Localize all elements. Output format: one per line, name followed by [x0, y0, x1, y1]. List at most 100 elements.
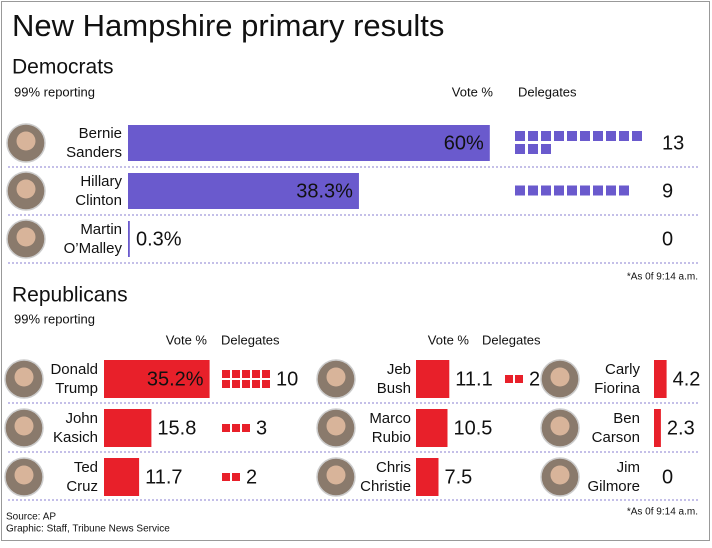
- candidate-first-name: Donald: [50, 361, 98, 378]
- delegate-square: [232, 424, 240, 432]
- delegate-square: [541, 131, 551, 141]
- delegate-square: [528, 144, 538, 154]
- column-header: Delegates: [482, 332, 541, 347]
- delegate-squares: [515, 131, 642, 154]
- vote-label: 60%: [444, 132, 484, 154]
- delegate-square: [222, 473, 230, 481]
- credit: Graphic: Staff, Tribune News Service: [6, 524, 170, 535]
- photo-face: [326, 465, 346, 485]
- source: Source: AP: [6, 512, 56, 523]
- delegate-square: [541, 185, 551, 196]
- vote-bar: [654, 409, 661, 447]
- column-header: Delegates: [518, 84, 577, 99]
- delegate-square: [232, 380, 240, 388]
- candidate-first-name: Marco: [369, 410, 411, 427]
- delegate-squares: [222, 424, 250, 432]
- delegate-square: [541, 144, 551, 154]
- photo-face: [550, 416, 570, 436]
- vote-label: 10.5: [454, 417, 493, 439]
- vote-label: 0.3%: [136, 228, 182, 250]
- delegate-count: 13: [662, 132, 684, 154]
- column-header: Vote %: [428, 332, 470, 347]
- delegate-square: [515, 131, 525, 141]
- candidate-first-name: Hillary: [80, 173, 122, 190]
- delegate-square: [528, 185, 538, 196]
- vote-label: 38.3%: [296, 180, 353, 202]
- candidate-last-name: Fiorina: [594, 380, 641, 397]
- vote-label: 7.5: [445, 466, 473, 488]
- candidate-first-name: Bernie: [79, 125, 122, 142]
- delegate-square: [619, 185, 629, 196]
- delegate-square: [632, 131, 642, 141]
- delegate-square: [252, 370, 260, 378]
- column-header: Delegates: [221, 332, 280, 347]
- delegate-square: [232, 473, 240, 481]
- delegate-square: [222, 370, 230, 378]
- candidate-last-name: Rubio: [372, 429, 411, 446]
- delegate-square: [619, 131, 629, 141]
- photo-face: [16, 227, 36, 247]
- vote-bar: [104, 409, 152, 447]
- vote-label: 11.1: [455, 368, 492, 390]
- delegate-squares: [505, 375, 523, 383]
- vote-bar: [416, 409, 448, 447]
- candidate-first-name: Ted: [74, 459, 98, 476]
- delegate-square: [593, 131, 603, 141]
- vote-label: 4.2: [673, 368, 701, 390]
- candidate-last-name: O’Malley: [64, 240, 123, 257]
- reporting: 99% reporting: [14, 84, 95, 99]
- delegate-square: [222, 424, 230, 432]
- delegate-squares: [515, 185, 629, 196]
- vote-label: 11.7: [145, 466, 182, 488]
- candidate-first-name: John: [65, 410, 98, 427]
- photo-face: [326, 416, 346, 436]
- photo-face: [14, 367, 34, 387]
- photo-face: [326, 367, 346, 387]
- vote-label: 2.3: [667, 417, 695, 439]
- candidate-last-name: Gilmore: [587, 478, 640, 495]
- candidate-last-name: Sanders: [66, 144, 122, 161]
- vote-label: 15.8: [157, 417, 196, 439]
- candidate-first-name: Carly: [605, 361, 641, 378]
- section-heading: Democrats: [12, 56, 114, 79]
- vote-bar: [128, 221, 130, 257]
- delegate-square: [554, 131, 564, 141]
- delegate-square: [528, 131, 538, 141]
- delegate-square: [606, 185, 616, 196]
- photo-face: [16, 179, 36, 199]
- photo-face: [14, 465, 34, 485]
- vote-bar: [654, 360, 667, 398]
- candidate-first-name: Jim: [617, 459, 640, 476]
- vote-bar: [104, 458, 140, 496]
- candidate-last-name: Kasich: [53, 429, 98, 446]
- candidate-last-name: Christie: [360, 478, 411, 495]
- delegate-square: [252, 380, 260, 388]
- delegate-square: [580, 185, 590, 196]
- photo-face: [550, 367, 570, 387]
- photo-face: [14, 416, 34, 436]
- vote-label: 35.2%: [147, 368, 204, 390]
- column-header: Vote %: [452, 84, 494, 99]
- delegate-square: [580, 131, 590, 141]
- vote-bar: [128, 173, 359, 209]
- note: *As 0f 9:14 a.m.: [627, 272, 698, 283]
- delegate-square: [505, 375, 513, 383]
- vote-bar: [416, 360, 450, 398]
- delegate-count: 0: [662, 228, 673, 250]
- delegate-squares: [222, 370, 270, 388]
- delegate-square: [567, 131, 577, 141]
- vote-bar: [416, 458, 439, 496]
- candidate-first-name: Jeb: [387, 361, 411, 378]
- delegate-count: 2: [529, 368, 540, 390]
- delegate-square: [222, 380, 230, 388]
- vote-label: 0: [662, 466, 673, 488]
- candidate-last-name: Cruz: [66, 478, 98, 495]
- candidate-first-name: Martin: [80, 221, 122, 238]
- delegate-square: [554, 185, 564, 196]
- delegate-square: [567, 185, 577, 196]
- delegate-square: [262, 380, 270, 388]
- candidate-first-name: Chris: [376, 459, 411, 476]
- delegate-count: 9: [662, 180, 673, 202]
